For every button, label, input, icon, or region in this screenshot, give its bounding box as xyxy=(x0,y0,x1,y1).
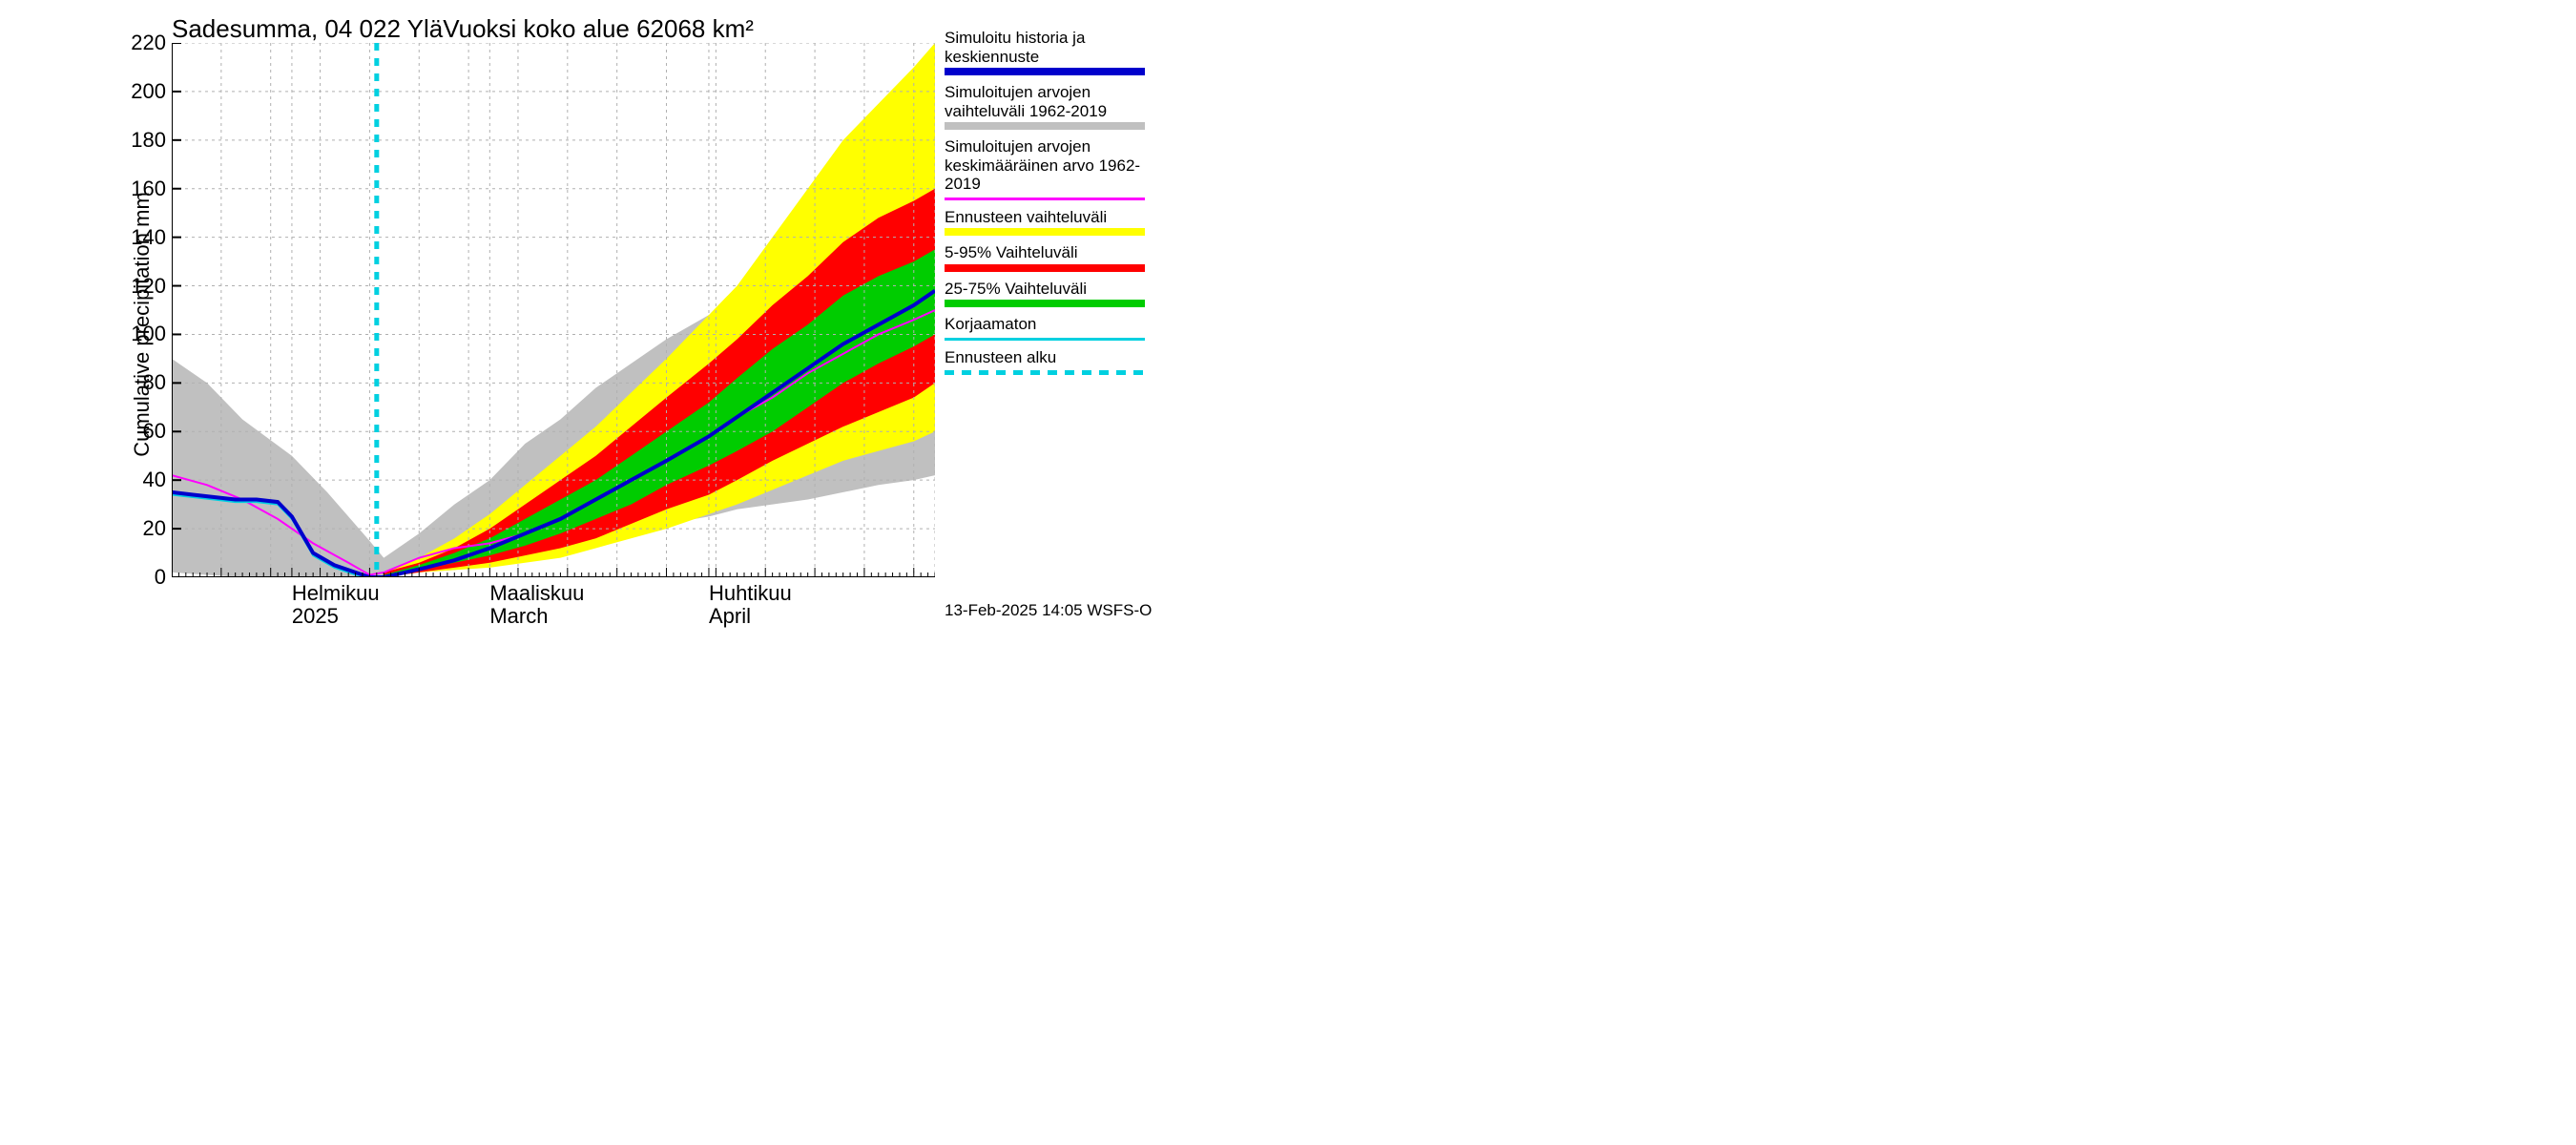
y-tick-label: 80 xyxy=(118,370,166,395)
legend-swatch xyxy=(945,122,1145,130)
x-month-label: Helmikuu2025 xyxy=(292,582,380,628)
legend-item-cyan_dash: Ennusteen alku xyxy=(945,348,1145,375)
legend-swatch xyxy=(945,68,1145,75)
legend-item-green: 25-75% Vaihteluväli xyxy=(945,280,1145,308)
x-month-label: HuhtikuuApril xyxy=(709,582,792,628)
chart-container: Cumulative precipitation mm Sadesumma, 0… xyxy=(0,0,1431,649)
legend-item-gray: Simuloitujen arvojen vaihteluväli 1962-2… xyxy=(945,83,1145,130)
legend-item-cyan: Korjaamaton xyxy=(945,315,1145,341)
legend-text: Simuloitujen arvojen vaihteluväli 1962-2… xyxy=(945,83,1145,120)
legend-swatch xyxy=(945,228,1145,236)
y-tick-label: 60 xyxy=(118,419,166,444)
x-month-label: MaaliskuuMarch xyxy=(489,582,584,628)
y-tick-label: 180 xyxy=(118,128,166,153)
legend-item-magenta: Simuloitujen arvojen keskimääräinen arvo… xyxy=(945,137,1145,200)
plot-area xyxy=(172,43,935,577)
y-tick-label: 20 xyxy=(118,516,166,541)
y-tick-label: 160 xyxy=(118,177,166,201)
legend-text: 25-75% Vaihteluväli xyxy=(945,280,1145,299)
y-tick-label: 220 xyxy=(118,31,166,55)
legend-text: Simuloitu historia ja keskiennuste xyxy=(945,29,1145,66)
chart-title: Sadesumma, 04 022 YläVuoksi koko alue 62… xyxy=(172,14,754,44)
legend-item-yellow: Ennusteen vaihteluväli xyxy=(945,208,1145,237)
legend-swatch xyxy=(945,300,1145,307)
y-tick-label: 40 xyxy=(118,468,166,492)
legend-text: Simuloitujen arvojen keskimääräinen arvo… xyxy=(945,137,1145,194)
footer-timestamp: 13-Feb-2025 14:05 WSFS-O xyxy=(945,601,1152,620)
legend-swatch xyxy=(945,198,1145,200)
y-tick-label: 100 xyxy=(118,322,166,346)
legend-swatch xyxy=(945,338,1145,341)
plot-svg xyxy=(172,43,935,577)
legend-item-red: 5-95% Vaihteluväli xyxy=(945,243,1145,272)
y-tick-label: 0 xyxy=(118,565,166,590)
x-tick-labels: Helmikuu2025 MaaliskuuMarch HuhtikuuApril xyxy=(172,582,935,639)
legend-text: Ennusteen alku xyxy=(945,348,1145,367)
y-tick-label: 200 xyxy=(118,79,166,104)
legend-swatch xyxy=(945,264,1145,272)
legend: Simuloitu historia ja keskiennuste Simulo… xyxy=(945,29,1145,383)
y-tick-label: 120 xyxy=(118,274,166,299)
legend-item-blue: Simuloitu historia ja keskiennuste xyxy=(945,29,1145,75)
legend-text: Korjaamaton xyxy=(945,315,1145,334)
y-tick-label: 140 xyxy=(118,225,166,250)
legend-text: Ennusteen vaihteluväli xyxy=(945,208,1145,227)
legend-text: 5-95% Vaihteluväli xyxy=(945,243,1145,262)
legend-swatch xyxy=(945,370,1145,375)
